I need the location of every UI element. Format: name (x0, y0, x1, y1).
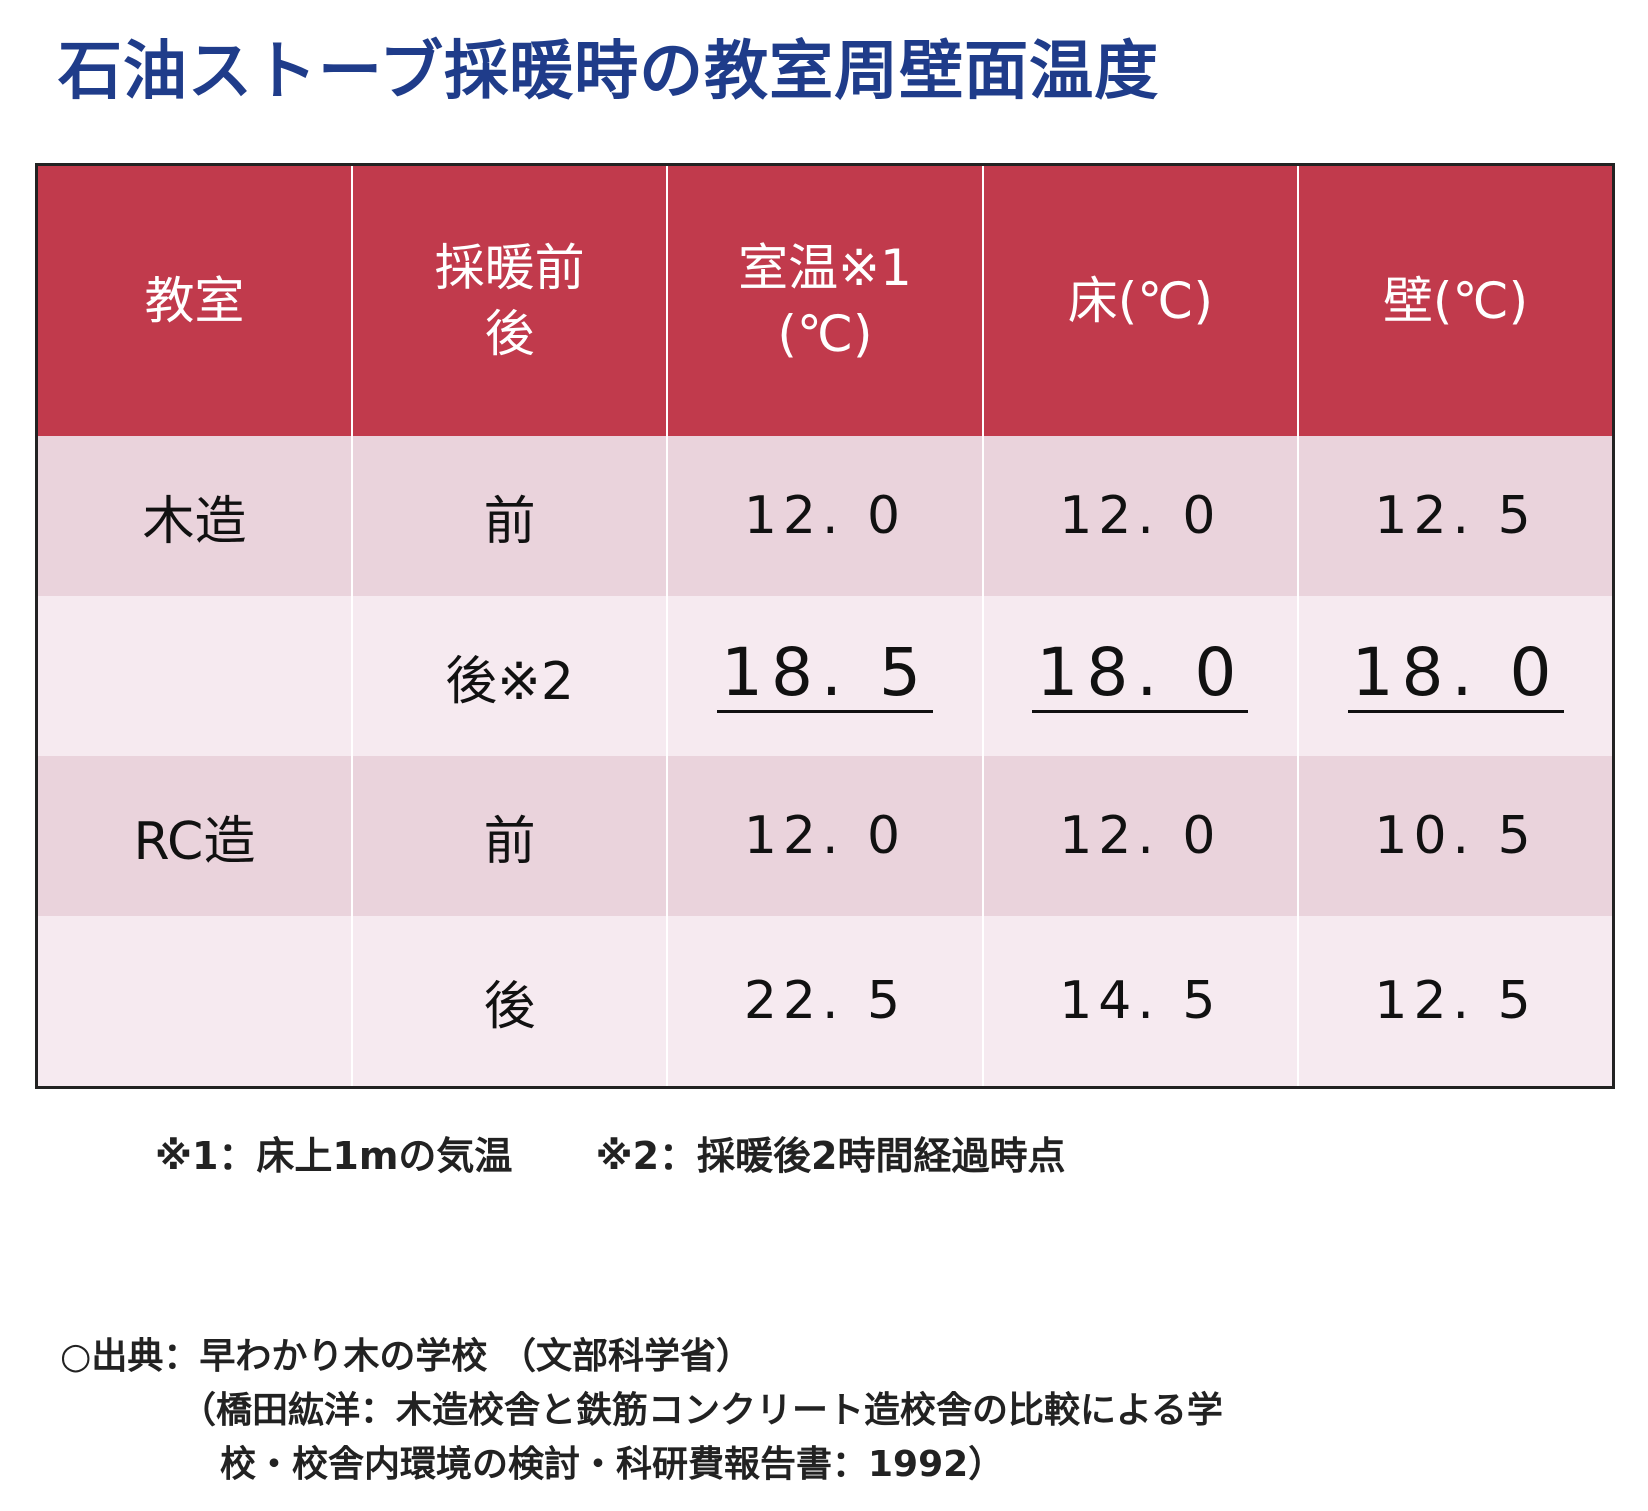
cell-room (36, 596, 352, 756)
cell-wall-temp-value: 18. 0 (1347, 639, 1564, 713)
cell-room-temp: 12. 0 (666, 756, 983, 916)
cell-phase: 後 (350, 916, 668, 1088)
table-header-row: 教室 採暖前 後 室温※1 (℃) 床(℃) 壁(℃) (36, 164, 1614, 436)
cell-phase: 前 (350, 436, 668, 596)
footnotes: ※1：床上1mの気温 ※2：採暖後2時間経過時点 (155, 1125, 1065, 1180)
cell-room-temp: 18. 5 (666, 596, 983, 756)
cell-room-temp: 22. 5 (666, 916, 983, 1088)
source-line-3: 校・校舎内環境の検討・科研費報告書：1992） (220, 1444, 1005, 1485)
footnote-1: ※1：床上1mの気温 (155, 1134, 513, 1178)
cell-wall-temp: 12. 5 (1297, 436, 1614, 596)
cell-wall-temp: 10. 5 (1297, 756, 1614, 916)
cell-room: 木造 (36, 436, 352, 596)
table-row: 後 22. 5 14. 5 12. 5 (36, 916, 1614, 1088)
footnote-2: ※2：採暖後2時間経過時点 (595, 1134, 1066, 1178)
header-floor: 床(℃) (981, 164, 1299, 436)
table-row: 木造 前 12. 0 12. 0 12. 5 (36, 436, 1614, 596)
cell-phase: 後※2 (350, 596, 668, 756)
header-phase-line2: 後 (484, 305, 535, 363)
header-room-temp-line2: (℃) (777, 305, 873, 363)
page-title: 石油ストーブ採暖時の教室周壁面温度 (58, 35, 1160, 109)
header-heating-phase: 採暖前 後 (350, 164, 668, 436)
cell-floor-temp: 12. 0 (981, 756, 1299, 916)
header-classroom: 教室 (36, 164, 352, 436)
cell-floor-temp: 12. 0 (981, 436, 1299, 596)
temperature-table: 教室 採暖前 後 室温※1 (℃) 床(℃) 壁(℃) 木造 前 12. 0 1… (35, 163, 1615, 1089)
header-room-temp-line1: 室温※1 (738, 239, 912, 297)
source-citation: ○出典：早わかり木の学校 （文部科学省） （橋田紘洋：木造校舎と鉄筋コンクリート… (60, 1330, 1223, 1492)
cell-floor-temp-value: 18. 0 (1032, 639, 1249, 713)
table-row: RC造 前 12. 0 12. 0 10. 5 (36, 756, 1614, 916)
source-line-1: ○出典：早わかり木の学校 （文部科学省） (60, 1336, 752, 1377)
cell-room (36, 916, 352, 1088)
cell-floor-temp: 18. 0 (981, 596, 1299, 756)
cell-room-temp: 12. 0 (666, 436, 983, 596)
cell-room-temp-value: 18. 5 (717, 639, 933, 713)
cell-floor-temp: 14. 5 (981, 916, 1299, 1088)
header-phase-line1: 採暖前 (434, 239, 585, 297)
header-room-temp: 室温※1 (℃) (666, 164, 983, 436)
cell-phase: 前 (350, 756, 668, 916)
table-row: 後※2 18. 5 18. 0 18. 0 (36, 596, 1614, 756)
cell-wall-temp: 18. 0 (1297, 596, 1614, 756)
source-line-2: （橋田紘洋：木造校舎と鉄筋コンクリート造校舎の比較による学 (180, 1390, 1223, 1431)
header-wall: 壁(℃) (1297, 164, 1614, 436)
cell-room: RC造 (36, 756, 352, 916)
cell-wall-temp: 12. 5 (1297, 916, 1614, 1088)
